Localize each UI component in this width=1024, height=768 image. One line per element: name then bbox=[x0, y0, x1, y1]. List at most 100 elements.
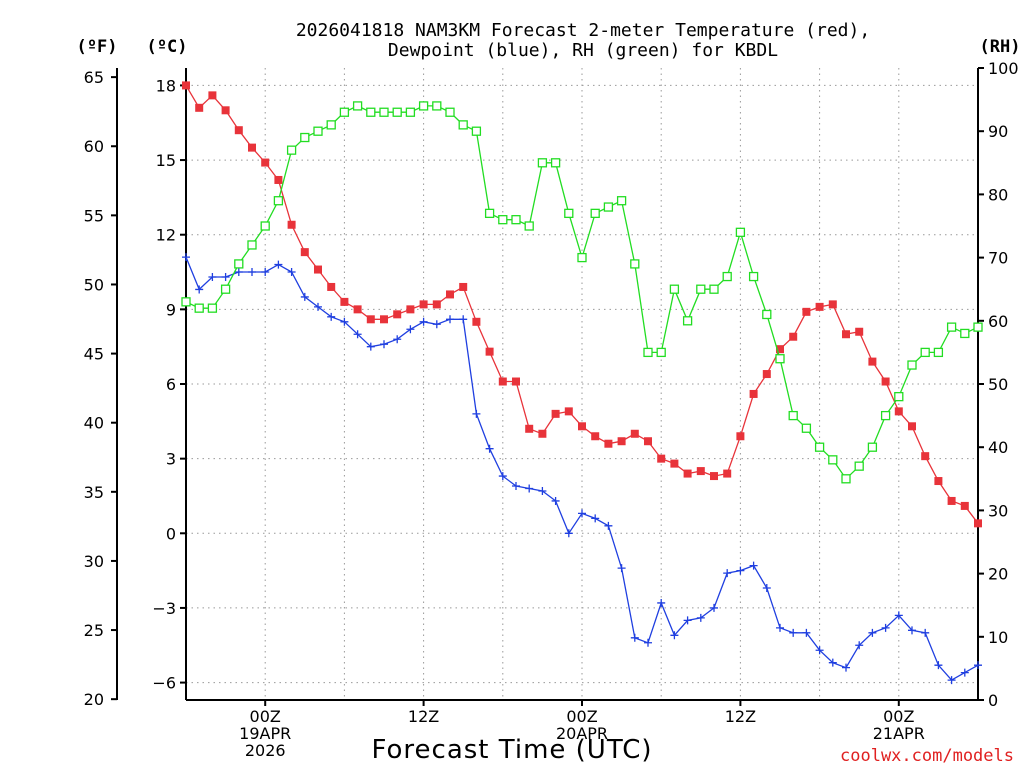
rh-point bbox=[656, 347, 666, 358]
dewpoint-point bbox=[327, 312, 336, 321]
temperature-point bbox=[274, 175, 283, 184]
rh-tick-label: 90 bbox=[988, 122, 1008, 141]
temperature-point bbox=[353, 305, 362, 314]
rh-unit-label: (RH) bbox=[980, 37, 1021, 57]
series-rh bbox=[181, 101, 983, 484]
temperature-point bbox=[287, 220, 296, 229]
rh-point bbox=[326, 120, 336, 130]
rh-point bbox=[379, 107, 389, 117]
rh-tick-label: 50 bbox=[988, 375, 1008, 394]
rh-point bbox=[643, 347, 653, 358]
fahrenheit-tick-label: 50 bbox=[84, 275, 104, 294]
celsius-tick-label: −3 bbox=[152, 599, 176, 618]
dewpoint-point bbox=[498, 472, 507, 481]
dewpoint-point bbox=[828, 658, 837, 667]
rh-point bbox=[933, 347, 944, 358]
dewpoint-point bbox=[366, 342, 375, 351]
rh-tick-label: 60 bbox=[988, 312, 1008, 331]
celsius-tick-label: 6 bbox=[166, 375, 176, 394]
dewpoint-point bbox=[644, 638, 652, 647]
rh-point bbox=[260, 221, 270, 231]
rh-point bbox=[471, 126, 482, 136]
temperature-point bbox=[644, 437, 652, 446]
x-tick-label: 21APR bbox=[873, 724, 925, 743]
dewpoint-point bbox=[564, 529, 573, 538]
temperature-point bbox=[815, 302, 824, 311]
rh-point bbox=[564, 208, 574, 219]
dewpoint-point bbox=[234, 268, 243, 277]
rh-point bbox=[616, 196, 627, 206]
rh-point bbox=[247, 240, 257, 250]
dewpoint-point bbox=[657, 598, 666, 607]
celsius-tick-label: 15 bbox=[156, 151, 176, 170]
chart-title-line1: 2026041818 NAM3KM Forecast 2-meter Tempe… bbox=[296, 20, 870, 41]
temperature-point bbox=[195, 103, 204, 112]
rh-point bbox=[907, 360, 917, 370]
dewpoint-point bbox=[578, 509, 586, 518]
dewpoint-point bbox=[723, 569, 732, 578]
grid-lines bbox=[185, 68, 979, 700]
temperature-point bbox=[617, 437, 626, 446]
rh-point bbox=[748, 271, 759, 282]
dewpoint-point bbox=[221, 273, 230, 282]
temperature-point bbox=[208, 91, 217, 100]
temperature-point bbox=[868, 357, 877, 366]
dewpoint-point bbox=[802, 628, 811, 637]
rh-point bbox=[339, 107, 350, 117]
dewpoint-point bbox=[353, 330, 362, 339]
x-tick-label: 00Z bbox=[883, 707, 914, 726]
temperature-point bbox=[538, 429, 547, 438]
temperature-point bbox=[551, 409, 560, 418]
rh-tick-label: 20 bbox=[988, 565, 1008, 584]
rh-point bbox=[511, 215, 521, 225]
rh-tick-label: 100 bbox=[988, 59, 1019, 78]
dewpoint-point bbox=[300, 292, 309, 301]
fahrenheit-tick-label: 45 bbox=[84, 345, 104, 364]
rh-point bbox=[762, 309, 772, 320]
temperature-point bbox=[855, 327, 864, 336]
rh-tick-label: 0 bbox=[988, 691, 998, 710]
x-tick-label: 19APR bbox=[239, 724, 291, 743]
rh-point bbox=[273, 196, 284, 206]
fahrenheit-tick-label: 40 bbox=[84, 414, 104, 433]
dewpoint-point bbox=[248, 268, 256, 277]
fahrenheit-tick-label: 55 bbox=[84, 206, 104, 225]
temperature-point bbox=[485, 347, 494, 356]
dewpoint-point bbox=[274, 260, 283, 269]
temperature-point bbox=[446, 290, 454, 299]
temperature-point bbox=[934, 477, 943, 486]
dewpoint-point bbox=[551, 496, 560, 505]
rh-point bbox=[894, 391, 904, 402]
temperature-point bbox=[789, 332, 798, 341]
dewpoint-point bbox=[340, 317, 349, 326]
temperature-point bbox=[380, 315, 388, 324]
rh-point bbox=[814, 442, 825, 452]
celsius-tick-label: 9 bbox=[166, 300, 176, 319]
dewpoint-point bbox=[815, 646, 824, 655]
temperature-point bbox=[419, 300, 428, 309]
dewpoint-point bbox=[261, 268, 270, 277]
dewpoint-point bbox=[710, 603, 718, 612]
rh-point bbox=[181, 297, 191, 307]
temperature-point bbox=[591, 432, 600, 441]
rh-point bbox=[313, 126, 323, 136]
dewpoint-point bbox=[630, 633, 639, 642]
dewpoint-point bbox=[974, 661, 982, 670]
temperature-point bbox=[366, 315, 375, 324]
rh-point bbox=[577, 252, 587, 263]
dewpoint-point bbox=[894, 611, 903, 620]
temperature-point bbox=[947, 496, 956, 505]
x-tick-label: 00Z bbox=[250, 707, 281, 726]
celsius-tick-label: 18 bbox=[156, 76, 176, 95]
fahrenheit-tick-label: 25 bbox=[84, 621, 104, 640]
dewpoint-point bbox=[921, 628, 930, 637]
temperature-point bbox=[182, 81, 190, 90]
rh-point bbox=[405, 107, 416, 117]
rh-point bbox=[207, 303, 218, 313]
rh-point bbox=[735, 227, 746, 237]
dewpoint-point bbox=[525, 484, 534, 493]
temperature-point bbox=[234, 126, 243, 135]
dewpoint-point bbox=[776, 623, 784, 632]
temperature-point bbox=[683, 469, 692, 478]
